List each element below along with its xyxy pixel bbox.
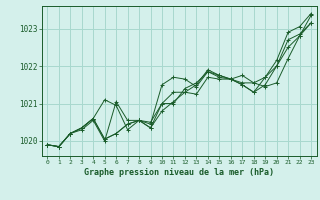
X-axis label: Graphe pression niveau de la mer (hPa): Graphe pression niveau de la mer (hPa) xyxy=(84,168,274,177)
